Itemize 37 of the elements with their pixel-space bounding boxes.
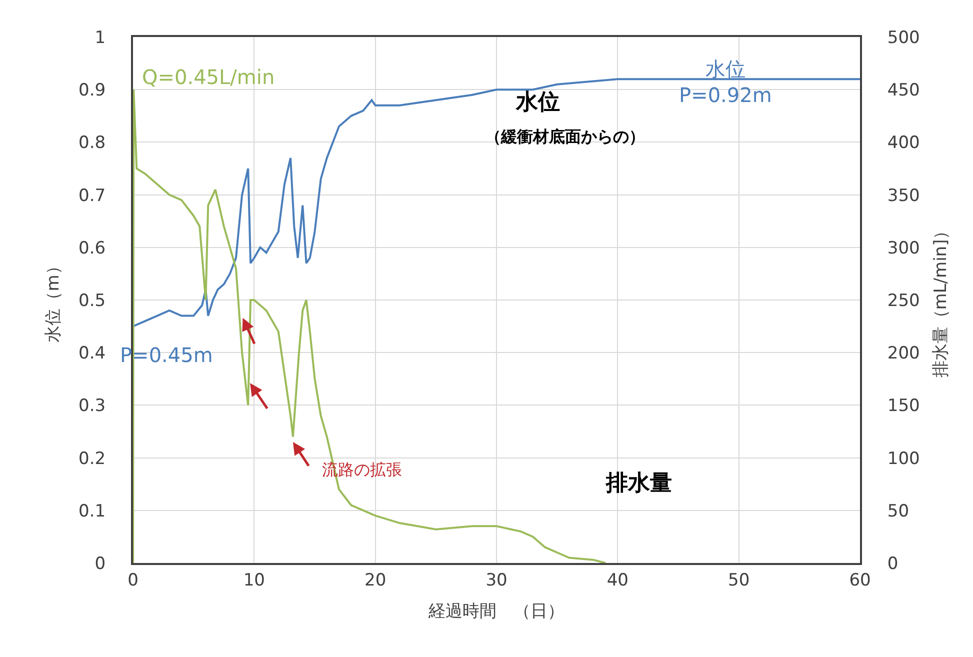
y-tick-label: 0.7 [78, 186, 106, 206]
y2-tick-label: 500 [887, 28, 920, 48]
annotation: 水位 P=0.92m [679, 57, 772, 107]
y2-tick-label: 350 [887, 186, 920, 206]
x-tick-label: 40 [606, 570, 628, 590]
y2-tick-label: 300 [887, 238, 920, 258]
annotation: 水位 [515, 90, 560, 115]
y-tick-label: 0.9 [78, 80, 106, 101]
x-tick-label: 10 [243, 570, 265, 590]
y2-axis-title: 排水量（mL/min]） [930, 222, 951, 378]
annotation: 排水量 [605, 471, 672, 496]
y2-tick-label: 250 [887, 290, 920, 311]
y2-tick-label: 100 [887, 448, 920, 469]
y2-tick-label: 200 [887, 344, 920, 364]
y2-tick-label: 50 [887, 501, 910, 522]
y-axis-title: 水位（m） [44, 258, 64, 342]
x-tick-label: 0 [128, 570, 138, 590]
y-tick-label: 0.2 [78, 448, 106, 469]
y2-tick-label: 0 [887, 554, 898, 574]
y-tick-label: 0.8 [78, 133, 106, 154]
y2-tick-label: 400 [887, 133, 920, 154]
y-tick-label: 0.5 [78, 290, 106, 311]
annotation: Q=0.45L/min [142, 65, 275, 89]
x-tick-label: 30 [486, 570, 508, 590]
annotation: （緩衝材底面からの） [485, 127, 645, 146]
x-axis-title: 経過時間 （日） [428, 601, 564, 622]
y-tick-label: 0 [94, 554, 106, 574]
y-tick-label: 0.1 [78, 501, 106, 522]
y-tick-label: 0.4 [78, 344, 106, 364]
x-tick-label: 60 [849, 570, 871, 590]
y2-tick-label: 450 [887, 80, 920, 101]
y-tick-label: 0.6 [78, 238, 106, 258]
x-tick-label: 20 [364, 570, 386, 590]
y-tick-label: 0.3 [78, 396, 106, 416]
y2-tick-label: 150 [887, 396, 920, 416]
x-tick-label: 50 [728, 570, 750, 590]
y-tick-label: 1 [94, 28, 106, 48]
